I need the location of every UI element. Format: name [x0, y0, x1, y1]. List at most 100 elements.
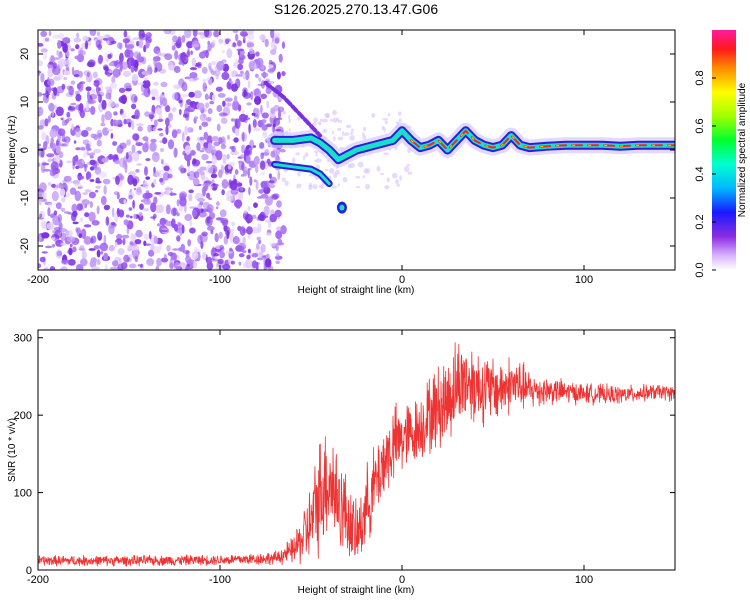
spectrogram-noise-point	[213, 30, 220, 38]
spectrogram-noise-point	[84, 212, 90, 218]
spectrogram-noise-point	[207, 40, 211, 46]
spectrogram-noise-point	[210, 173, 218, 179]
spectrogram-noise-point	[265, 123, 273, 128]
spectrogram-noise-point	[224, 169, 230, 175]
spectrogram-noise-point	[81, 249, 87, 260]
spectrogram-noise-point	[79, 81, 86, 85]
spectrogram-noise-point	[247, 168, 250, 179]
spectrogram-noise-point	[218, 137, 223, 144]
snr-xtick-label: 100	[575, 574, 593, 586]
spectrogram-noise-point	[257, 213, 265, 221]
spectrogram-noise-point	[230, 260, 235, 265]
spectrogram-noise-point	[66, 111, 71, 118]
spectrogram-noise-point	[42, 51, 47, 61]
spectrogram-noise-point	[261, 119, 267, 124]
spectrogram-noise-point	[180, 94, 189, 98]
spectrogram-noise-point	[98, 54, 104, 64]
spectrogram-noise-point	[226, 102, 232, 107]
spectrogram-noise-point	[109, 82, 117, 89]
spectrogram-noise-point	[228, 249, 235, 259]
spectrogram-noise-point	[101, 114, 105, 124]
spectrogram-noise-point	[193, 77, 199, 81]
spectrogram-noise-point	[211, 155, 217, 166]
spectrogram-noise-point	[78, 103, 84, 112]
spectrogram-noise-point	[91, 266, 100, 270]
spectrogram-faint-point	[399, 175, 402, 181]
spectrogram-noise-point	[85, 172, 89, 181]
spectrogram-noise-point	[67, 259, 76, 266]
spectrogram-noise-point	[90, 257, 98, 264]
spectrogram-noise-point	[69, 187, 77, 195]
spectrogram-noise-point	[90, 106, 96, 115]
spectrogram-noise-point	[243, 117, 251, 120]
spectrogram-noise-point	[156, 50, 162, 57]
colorbar-tick-label: 0.4	[694, 166, 706, 181]
spectrogram-noise-point	[101, 99, 107, 110]
spectrogram-noise-point	[177, 36, 182, 42]
spectrogram-noise-point	[103, 66, 109, 71]
spectrogram-noise-point	[56, 49, 59, 56]
spectrogram-noise-point	[73, 37, 82, 43]
spectrogram-noise-point	[130, 65, 135, 73]
colorbar-tick-label: 0.8	[694, 70, 706, 85]
spectrogram-noise-point	[140, 56, 147, 65]
spectrogram-noise-point	[38, 43, 44, 47]
spectrogram-noise-point	[47, 115, 51, 123]
snr-ytick-label: 100	[14, 488, 32, 500]
spectrogram-noise-point	[274, 153, 279, 164]
spectrogram-noise-point	[38, 146, 42, 156]
spectrogram-noise-point	[163, 172, 170, 181]
spectrogram-noise-point	[113, 191, 119, 196]
spectrogram-noise-point	[162, 137, 168, 145]
colorbar-gradient	[712, 30, 736, 270]
spectrogram-noise-point	[230, 80, 233, 84]
spectrogram-noise-point	[77, 50, 86, 56]
spectrogram-noise-point	[246, 254, 251, 260]
spectrogram-noise-point	[93, 219, 97, 226]
spectrogram-noise-point	[215, 266, 222, 270]
spectrogram-noise-point	[79, 245, 85, 251]
spectrogram-noise-point	[38, 234, 42, 242]
spectrogram-noise-point	[202, 182, 210, 187]
spectrogram-noise-point	[207, 63, 212, 66]
spectrogram-noise-point	[269, 176, 277, 184]
spectrogram-noise-point	[222, 50, 225, 54]
spectrogram-noise-point	[140, 263, 143, 268]
spectrogram-noise-point	[250, 91, 254, 101]
spectrogram-faint-point	[395, 121, 400, 125]
spectrogram-noise-point	[126, 139, 131, 146]
spectrogram-noise-point	[257, 223, 262, 234]
spectrogram-noise-point	[242, 92, 251, 99]
spectrogram-noise-point	[216, 104, 223, 113]
spectrogram-noise-point	[144, 111, 151, 117]
spectrogram-noise-point	[186, 136, 191, 142]
spectrogram-noise-point	[187, 264, 191, 267]
spectrogram-noise-point	[108, 100, 116, 108]
spectrogram-noise-point	[123, 219, 129, 226]
spectrogram-noise-point	[215, 217, 224, 221]
spectrogram-noise-point	[249, 139, 255, 150]
spectrogram-noise-point	[216, 201, 220, 206]
spectrogram-noise-point	[251, 227, 260, 234]
spectrogram-noise-point	[63, 175, 72, 182]
spectrogram-noise-point	[179, 164, 184, 175]
spectrogram-noise-point	[143, 44, 147, 53]
spectrogram-noise-point	[164, 53, 173, 61]
spectrogram-noise-point	[244, 259, 253, 269]
spectrogram-noise-point	[192, 260, 198, 269]
spectrogram-noise-point	[242, 166, 249, 175]
spectrogram-noise-point	[153, 48, 158, 54]
spectrogram-noise-point	[90, 237, 94, 244]
spectrogram-faint-point	[333, 172, 338, 179]
spectrogram-noise-point	[62, 43, 68, 53]
spectrogram-noise-point	[201, 66, 208, 74]
spectrogram-noise-point	[53, 210, 58, 216]
spectrogram-noise-point	[273, 32, 281, 37]
spectrogram-noise-point	[220, 117, 228, 124]
spectrogram-noise-point	[189, 72, 198, 79]
spectrogram-noise-point	[115, 175, 120, 185]
spectrogram-noise-point	[54, 229, 63, 239]
spectrogram-noise-point	[232, 107, 238, 110]
spectrogram-noise-point	[74, 190, 82, 202]
